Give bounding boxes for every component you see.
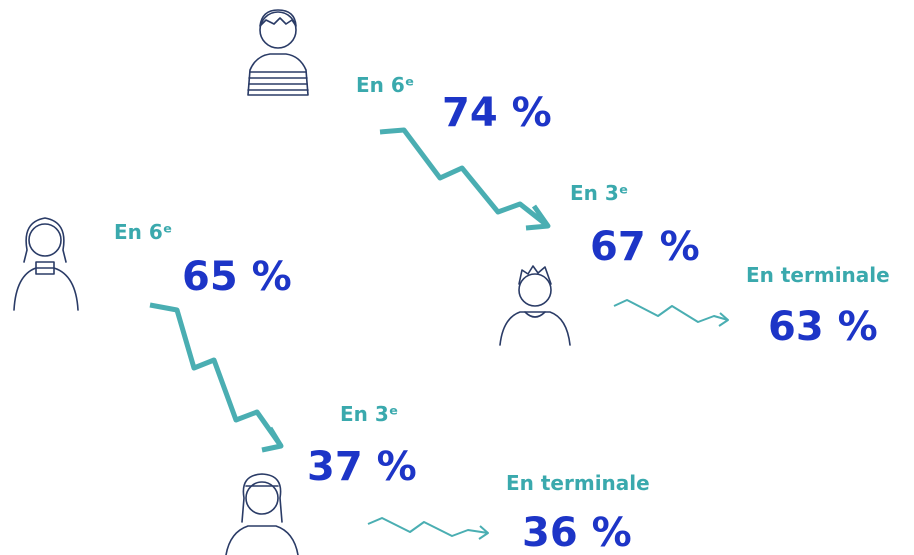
girl-icon <box>225 473 299 555</box>
arrow-head <box>525 204 551 231</box>
stage-value: 63 % <box>768 304 878 350</box>
stage-value: 37 % <box>307 444 417 490</box>
trend-arrow <box>613 299 729 323</box>
stage-value: 74 % <box>442 90 552 136</box>
stage-label: En 3ᵉ <box>570 181 628 205</box>
arrow-head <box>478 525 489 540</box>
stage-label: En 6ᵉ <box>356 73 414 97</box>
boy-icon <box>247 9 309 96</box>
stage-label: En terminale <box>506 471 650 495</box>
arrow-head <box>261 426 284 453</box>
stage-value: 67 % <box>590 224 700 270</box>
trend-arrow <box>149 302 284 448</box>
stage-value: 65 % <box>182 254 292 300</box>
stage-label: En terminale <box>746 263 890 287</box>
trend-arrow <box>367 517 489 537</box>
stage-value: 36 % <box>522 510 632 555</box>
trend-arrow <box>379 127 550 228</box>
stage-label: En 3ᵉ <box>340 402 398 426</box>
arrow-head <box>718 312 729 327</box>
stage-label: En 6ᵉ <box>114 220 172 244</box>
girl-icon <box>13 217 79 311</box>
boy-icon <box>499 265 571 346</box>
